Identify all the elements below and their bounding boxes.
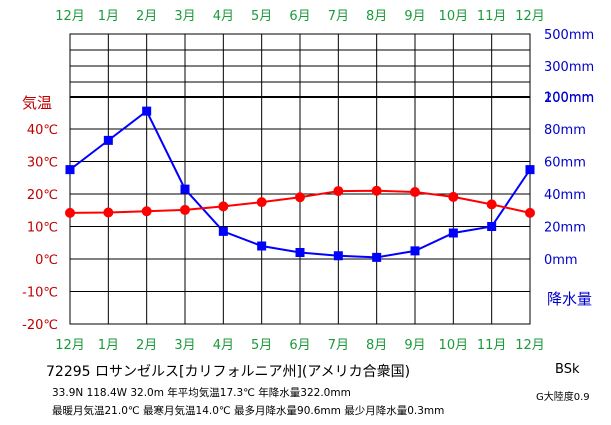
precipitation-tick-label: 200mm <box>544 91 594 106</box>
month-label-top: 4月 <box>213 9 234 24</box>
month-label-bottom: 10月 <box>439 338 469 353</box>
temperature-point <box>295 192 305 203</box>
month-label-bottom: 12月 <box>515 338 545 353</box>
temperature-tick-label: 40℃ <box>27 123 58 138</box>
precipitation-point <box>333 251 343 261</box>
chart-grid <box>69 33 531 325</box>
temperature-tick-label: -20℃ <box>22 318 58 333</box>
precipitation-tick-label: 500mm <box>544 28 594 43</box>
continentality: G大陸度0.9 <box>536 392 590 403</box>
month-label-top: 7月 <box>328 9 349 24</box>
temperature-point <box>65 207 75 218</box>
temperature-point <box>141 206 152 217</box>
month-label-bottom: 12月 <box>55 338 85 353</box>
precipitation-point <box>257 241 267 251</box>
month-label-top: 9月 <box>404 9 425 24</box>
precipitation-point <box>103 135 113 145</box>
temperature-tick-label: 10℃ <box>27 221 58 236</box>
month-label-bottom: 7月 <box>328 338 349 353</box>
station-header: 72295 ロサンゼルス[カリフォルニア州](アメリカ合衆国) <box>46 364 411 380</box>
precipitation-series <box>65 106 535 262</box>
climate-chart: 12月 1月 2月 3月 4月 5月 6月 7月 8月 9月 10月 11月 12月 12月 1月 2月 3月… <box>22 9 594 353</box>
temperature-point <box>256 197 267 208</box>
precipitation-point <box>372 252 382 262</box>
month-label-top: 5月 <box>251 9 272 24</box>
precipitation-point <box>142 106 152 116</box>
precipitation-axis-title: 降水量 <box>547 290 592 308</box>
temperature-point <box>371 185 382 196</box>
precipitation-point <box>448 228 458 238</box>
month-label-bottom: 8月 <box>366 338 387 353</box>
temperature-tick-label: 0℃ <box>35 253 58 268</box>
month-label-top: 12月 <box>515 9 545 24</box>
month-label-bottom: 3月 <box>174 338 195 353</box>
month-label-bottom: 6月 <box>289 338 310 353</box>
month-label-top: 1月 <box>98 9 119 24</box>
temperature-point <box>448 191 459 202</box>
month-label-bottom: 5月 <box>251 338 272 353</box>
temperature-axis-title: 気温 <box>22 94 52 112</box>
temperature-tick-label: -10℃ <box>22 286 58 301</box>
precipitation-tick-label: 80mm <box>544 123 586 138</box>
precipitation-tick-label: 300mm <box>544 60 594 75</box>
temperature-point <box>486 199 497 210</box>
temperature-point <box>333 186 344 197</box>
temperature-axis: 気温 40℃ 30℃ 20℃ 10℃ 0℃ -10℃ -20℃ <box>22 94 58 333</box>
month-label-top: 3月 <box>174 9 195 24</box>
precipitation-point <box>525 165 535 175</box>
station-summary: 33.9N 118.4W 32.0m 年平均気温17.3℃ 年降水量322.0m… <box>52 387 351 399</box>
koppen-class: BSk <box>555 362 580 377</box>
temperature-series <box>65 185 535 218</box>
month-label-top: 10月 <box>439 9 469 24</box>
precipitation-point <box>487 222 497 231</box>
precipitation-point <box>65 165 75 175</box>
precipitation-point <box>410 246 420 256</box>
precipitation-tick-label: 0mm <box>544 253 578 268</box>
month-label-bottom: 9月 <box>404 338 425 353</box>
month-label-top: 2月 <box>136 9 157 24</box>
month-label-top: 11月 <box>477 9 507 24</box>
temperature-point <box>103 207 114 218</box>
month-label-bottom: 11月 <box>477 338 507 353</box>
precipitation-tick-label: 20mm <box>544 221 586 236</box>
month-label-top: 8月 <box>366 9 387 24</box>
precipitation-point <box>295 248 305 257</box>
month-label-bottom: 1月 <box>98 338 119 353</box>
temperature-point <box>525 207 535 218</box>
station-extremes: 最暖月気温21.0℃ 最寒月気温14.0℃ 最多月降水量90.6mm 最少月降水… <box>52 405 445 417</box>
month-axis-bottom: 12月 1月 2月 3月 4月 5月 6月 7月 8月 9月 10月 11月 12月 <box>55 338 545 353</box>
temperature-tick-label: 20℃ <box>27 188 58 203</box>
precipitation-point <box>180 184 190 194</box>
month-label-bottom: 2月 <box>136 338 157 353</box>
precipitation-tick-label: 100mm <box>544 91 594 106</box>
month-label-top: 12月 <box>55 9 85 24</box>
precipitation-point <box>218 226 228 236</box>
temperature-point <box>180 204 190 215</box>
month-axis-top: 12月 1月 2月 3月 4月 5月 6月 7月 8月 9月 10月 11月 12月 <box>55 9 545 24</box>
temperature-tick-label: 30℃ <box>27 156 58 171</box>
temperature-point <box>218 201 229 212</box>
temperature-point <box>410 187 420 198</box>
month-label-bottom: 4月 <box>213 338 234 353</box>
precipitation-tick-label: 60mm <box>544 156 586 171</box>
precipitation-tick-label: 40mm <box>544 188 586 203</box>
month-label-top: 6月 <box>289 9 310 24</box>
